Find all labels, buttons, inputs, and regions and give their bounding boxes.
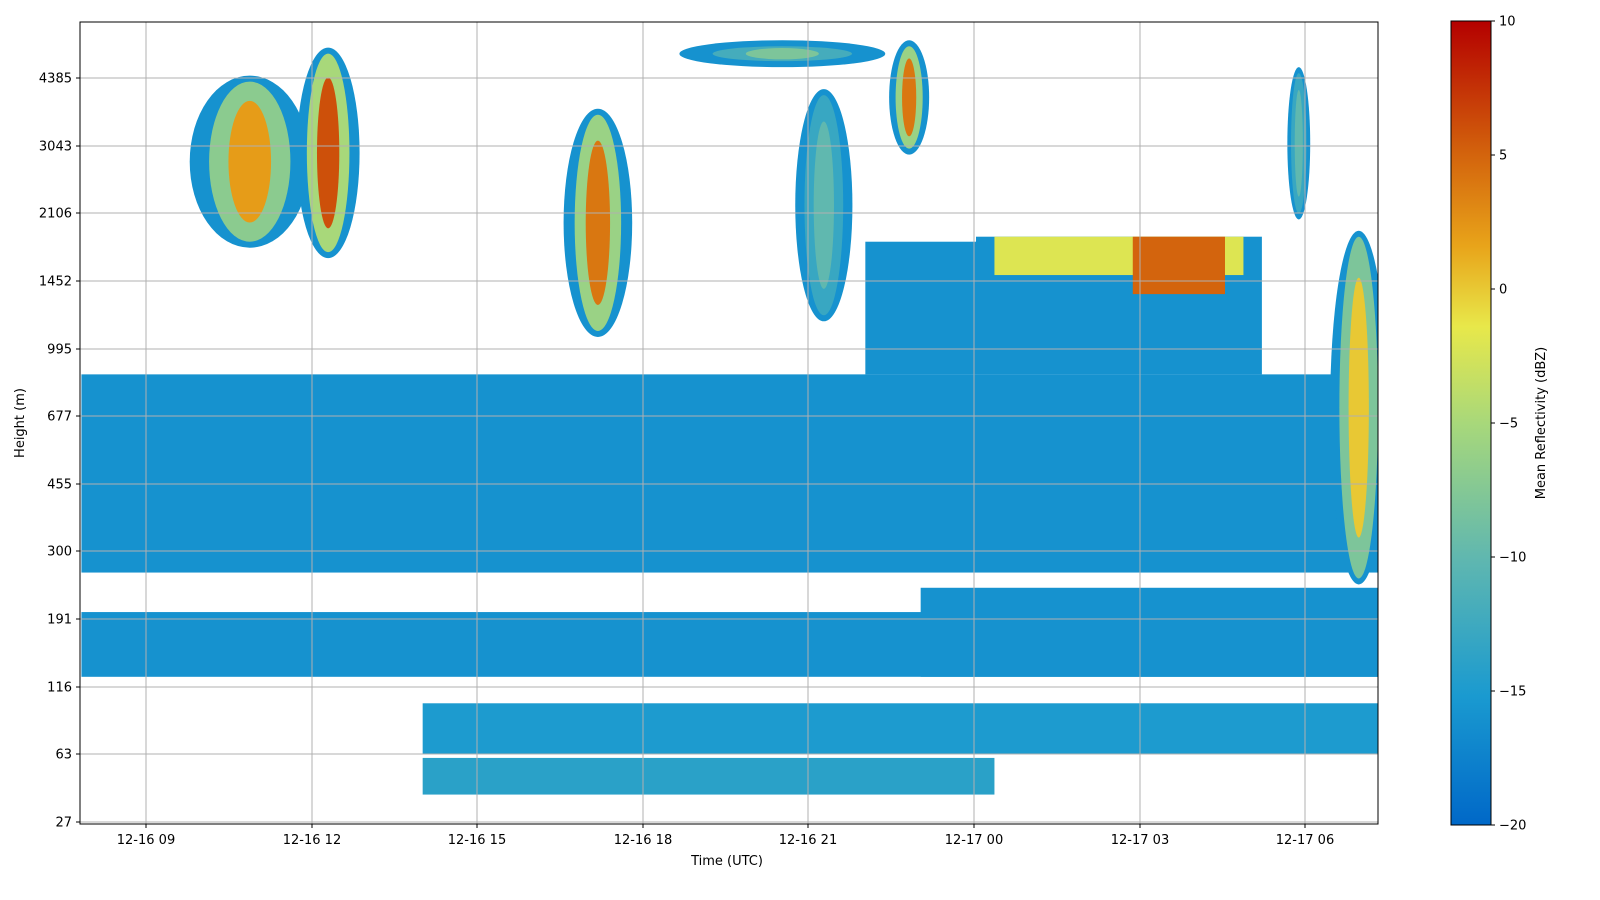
x-tick-label: 12-16 09 [117, 833, 175, 848]
x-tick-label: 12-16 18 [614, 833, 672, 848]
colorbar-tick-label: 10 [1499, 15, 1516, 30]
reflectivity-plume [563, 108, 633, 337]
x-tick-label: 12-16 12 [283, 833, 341, 848]
plume-core [902, 58, 917, 137]
y-tick-label: 3043 [39, 140, 72, 155]
colorbar-tick-label: −15 [1499, 685, 1526, 700]
plume-core [585, 140, 611, 306]
reflectivity-plume [889, 40, 930, 155]
colorbar-tick-label: −5 [1499, 417, 1518, 432]
reflectivity-plume [1330, 230, 1378, 585]
x-tick-label: 12-16 15 [448, 833, 506, 848]
y-tick-label: 1452 [39, 275, 72, 290]
colorbar-tick-label: 0 [1499, 283, 1507, 298]
plot-frame [79, 21, 1379, 825]
colorbar: 10 5 0 −5 −10 −15 −20 Mean Reflectivity (dBZ) [1450, 15, 1549, 834]
reflectivity-layer [422, 757, 995, 795]
x-axis-ticks: 12-16 09 12-16 12 12-16 15 12-16 18 12-16 21… [117, 824, 1334, 848]
reflectivity-layer [81, 374, 1378, 573]
plume-core [316, 77, 340, 229]
reflectivity-layer [920, 587, 1378, 677]
plume-core [1294, 90, 1303, 197]
y-tick-label: 677 [47, 410, 72, 425]
grid-lines [80, 22, 1378, 824]
reflectivity-layer [422, 703, 1378, 754]
x-tick-label: 12-17 00 [945, 833, 1003, 848]
y-tick-label: 455 [47, 478, 72, 493]
y-tick-label: 4385 [39, 72, 72, 87]
plume-core [813, 121, 834, 289]
reflectivity-layer [865, 241, 976, 375]
y-tick-label: 116 [47, 681, 72, 696]
y-tick-label: 300 [47, 545, 72, 560]
colorbar-label: Mean Reflectivity (dBZ) [1534, 347, 1549, 500]
reflectivity-plume [296, 47, 360, 259]
x-tick-label: 12-16 21 [779, 833, 837, 848]
reflectivity-layer [1132, 236, 1225, 295]
y-tick-label: 27 [55, 816, 72, 831]
x-axis-label: Time (UTC) [690, 854, 763, 869]
x-tick-label: 12-17 03 [1111, 833, 1169, 848]
colorbar-tick-label: −10 [1499, 551, 1526, 566]
colorbar-tick-label: −20 [1499, 819, 1526, 834]
x-tick-label: 12-17 06 [1276, 833, 1334, 848]
reflectivity-cells [81, 40, 1378, 795]
colorbar-ticks: 10 5 0 −5 −10 −15 −20 [1491, 15, 1526, 834]
reflectivity-plume [795, 89, 853, 322]
plume-core [1348, 277, 1369, 538]
reflectivity-plume [1287, 67, 1311, 220]
plot-area [79, 21, 1379, 825]
y-tick-label: 2106 [39, 207, 72, 222]
plume-core [228, 100, 272, 223]
colorbar-scale [1450, 20, 1492, 826]
colorbar-tick-label: 5 [1499, 149, 1507, 164]
reflectivity-plume [189, 75, 310, 248]
plume-core [745, 48, 819, 60]
reflectivity-plume [679, 40, 886, 68]
y-axis-ticks: 27 63 116 191 300 455 677 995 1452 2106 3043 4385 [39, 72, 80, 831]
y-tick-label: 63 [55, 748, 72, 763]
y-tick-label: 995 [47, 343, 72, 358]
y-axis-label: Height (m) [13, 388, 28, 458]
y-tick-label: 191 [47, 613, 72, 628]
